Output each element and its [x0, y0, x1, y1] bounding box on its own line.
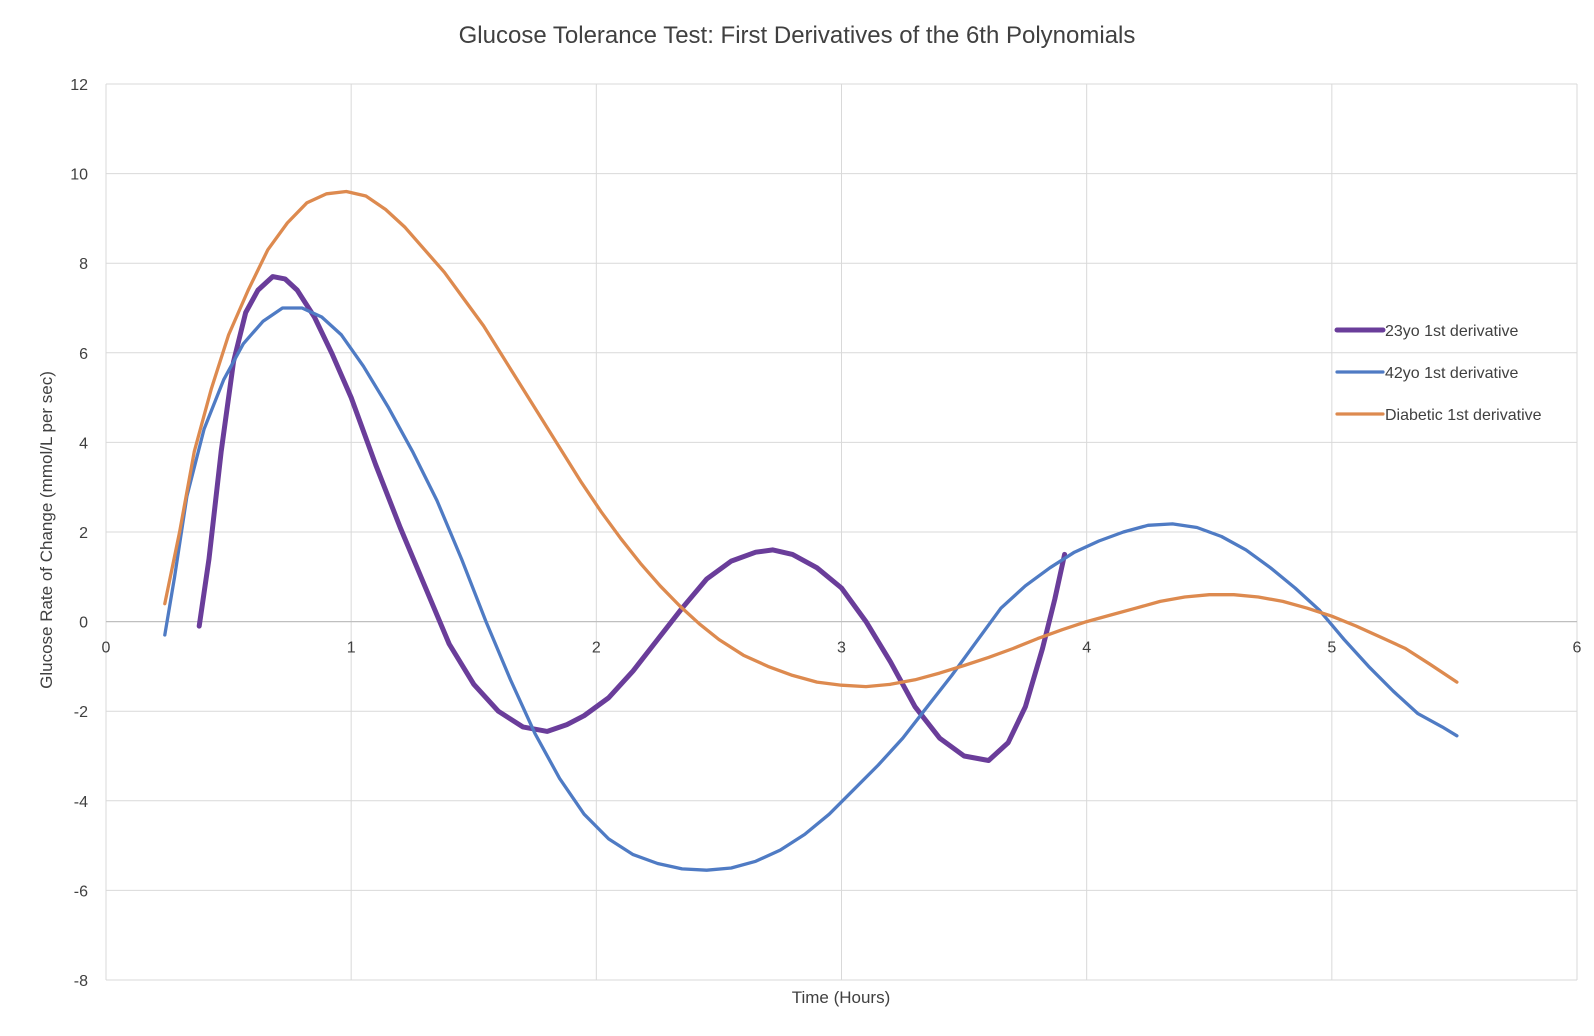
- y-tick-label: 8: [79, 256, 88, 273]
- series-line-1: [163, 306, 1459, 872]
- x-tick-label: 1: [347, 640, 356, 657]
- legend-label-23yo: 23yo 1st derivative: [1385, 323, 1519, 340]
- x-tick-label: 4: [1082, 640, 1091, 657]
- y-tick-label: -6: [74, 883, 88, 900]
- y-tick-label: -4: [74, 794, 88, 811]
- y-tick-label: -2: [74, 704, 88, 721]
- series-lines: [163, 189, 1459, 872]
- y-tick-label: 4: [79, 435, 88, 452]
- y-tick-label: 12: [70, 77, 88, 94]
- x-tick-label: 3: [837, 640, 846, 657]
- y-tick-label: -8: [74, 973, 88, 990]
- y-axis-title: Glucose Rate of Change (mmol/L per sec): [37, 371, 56, 689]
- chart-title: Glucose Tolerance Test: First Derivative…: [459, 22, 1136, 49]
- y-tick-label: 2: [79, 525, 88, 542]
- legend-entry-23yo: 23yo 1st derivative: [1334, 323, 1519, 340]
- x-tick-label: 0: [102, 640, 111, 657]
- x-tick-label: 5: [1327, 640, 1336, 657]
- y-tick-label: 10: [70, 167, 88, 184]
- legend-entry-diabetic: Diabetic 1st derivative: [1335, 407, 1542, 424]
- x-axis-title: Time (Hours): [792, 988, 891, 1007]
- y-tick-label: 6: [79, 346, 88, 363]
- legend-entry-42yo: 42yo 1st derivative: [1335, 365, 1519, 382]
- series-line-2: [163, 189, 1459, 689]
- legend-label-42yo: 42yo 1st derivative: [1385, 365, 1519, 382]
- y-tick-label: 0: [79, 615, 88, 632]
- legend: 23yo 1st derivative 42yo 1st derivative …: [1334, 323, 1542, 424]
- series-line-0: [196, 274, 1068, 763]
- grid: [105, 83, 1578, 981]
- legend-label-diabetic: Diabetic 1st derivative: [1385, 407, 1542, 424]
- x-tick-label: 2: [592, 640, 601, 657]
- x-tick-label: 6: [1573, 640, 1582, 657]
